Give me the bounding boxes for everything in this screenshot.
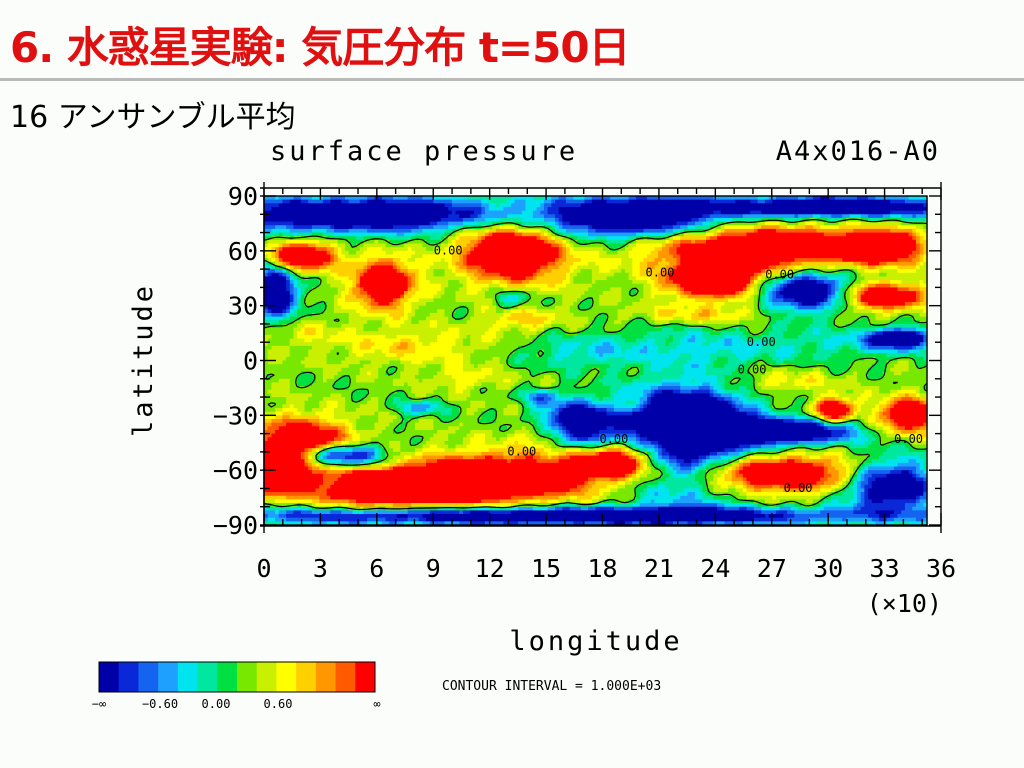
colorbar-swatch <box>276 662 297 692</box>
y-tick-label: 90 <box>228 182 258 211</box>
y-tick-label: −90 <box>213 511 258 540</box>
contour-interval: CONTOUR INTERVAL = 1.000E+03 <box>442 679 661 694</box>
contour-label: 0.00 <box>784 481 813 495</box>
colorbar-swatch <box>138 662 159 692</box>
colorbar-swatch <box>335 662 356 692</box>
contour-label: 0.00 <box>765 267 794 281</box>
colorbar-swatch <box>158 662 179 692</box>
contour-label: 0.00 <box>434 243 463 257</box>
colorbar: −∞ −0.60 0.00 0.60 ∞ <box>92 661 381 711</box>
colorbar-label: −0.60 <box>142 697 178 711</box>
x-scale-label: (×10) <box>867 589 942 618</box>
colorbar-swatch <box>99 662 120 692</box>
slide-subtitle: 16 アンサンブル平均 <box>10 100 296 135</box>
x-tick-label: 30 <box>813 554 843 583</box>
colorbar-swatch <box>118 662 139 692</box>
x-tick-label: 9 <box>426 554 441 583</box>
x-tick-label: 27 <box>757 554 787 583</box>
chart-title: surface pressure <box>270 136 578 167</box>
y-axis-label: latitude <box>128 283 159 437</box>
slide-title: 6. 水惑星実験: 気圧分布 t=50日 <box>10 23 631 72</box>
y-tick-label: 0 <box>243 347 258 376</box>
colorbar-label: −∞ <box>92 697 106 711</box>
x-tick-label: 6 <box>369 554 384 583</box>
x-tick-label: 3 <box>313 554 328 583</box>
colorbar-frame <box>98 661 376 693</box>
colorbar-swatch <box>296 662 317 692</box>
contour-label: 0.00 <box>894 432 923 446</box>
x-tick-label: 12 <box>475 554 505 583</box>
colorbar-label: ∞ <box>373 697 380 711</box>
run-label: A4x016-A0 <box>776 136 940 167</box>
contour-label: 0.00 <box>507 445 536 459</box>
contour-label: 0.00 <box>738 362 767 376</box>
x-tick-label: 18 <box>587 554 617 583</box>
x-tick-label: 33 <box>870 554 900 583</box>
colorbar-swatch <box>237 662 258 692</box>
x-tick-label: 0 <box>256 554 271 583</box>
x-tick-label: 24 <box>700 554 730 583</box>
contour-label: 0.00 <box>599 432 628 446</box>
colorbar-label: 0.60 <box>264 697 293 711</box>
colorbar-swatch <box>315 662 337 692</box>
colorbar-label: 0.00 <box>202 697 231 711</box>
contour-label: 0.00 <box>646 265 675 279</box>
colorbar-swatch <box>256 662 277 692</box>
colorbar-swatch <box>355 662 376 692</box>
colorbar-swatch <box>217 662 238 692</box>
axes <box>260 182 942 533</box>
y-tick-label: −30 <box>213 401 258 430</box>
y-tick-label: 30 <box>228 292 258 321</box>
colorbar-swatch <box>197 662 218 692</box>
colorbar-swatch <box>177 662 199 692</box>
title-divider <box>0 78 1024 81</box>
pressure-field <box>264 196 928 526</box>
y-tick-label: −60 <box>213 456 258 485</box>
zero-contour-line <box>263 218 928 511</box>
x-tick-label: 21 <box>644 554 674 583</box>
contour-lines <box>263 218 928 511</box>
x-axis-label: longitude <box>509 626 682 657</box>
contour-label: 0.00 <box>747 335 776 349</box>
x-tick-label: 15 <box>531 554 561 583</box>
x-tick-label: 36 <box>926 554 956 583</box>
y-tick-label: 60 <box>228 237 258 266</box>
